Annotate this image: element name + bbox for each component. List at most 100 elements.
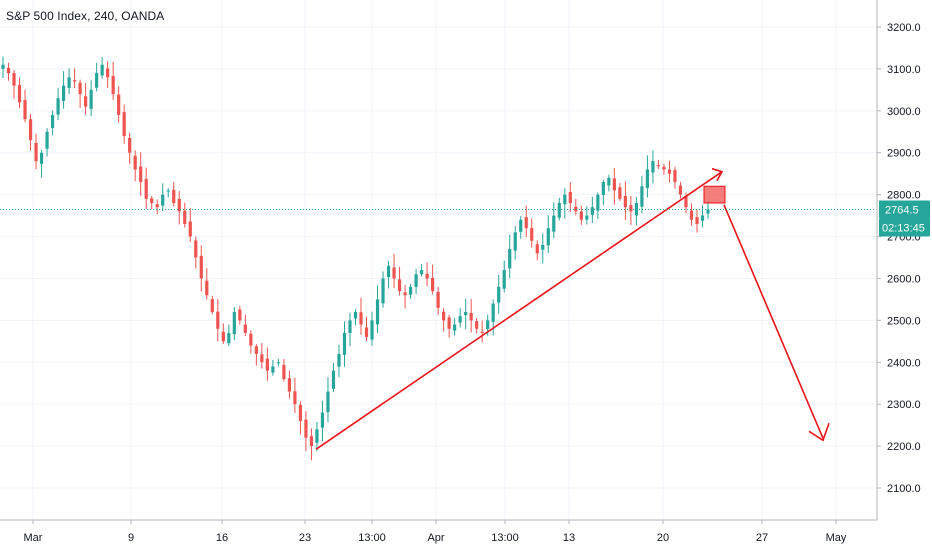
time-axis[interactable]: Mar 9 16 23 13:00 Apr 13:00 13 20 27 May: [0, 519, 877, 544]
candle-body: [50, 115, 55, 128]
candle-body: [249, 333, 253, 346]
candle-body: [497, 286, 501, 303]
candle-body: [464, 311, 468, 316]
price-tick-label: 2400.0: [887, 357, 921, 369]
candle-body: [700, 215, 705, 221]
candle-body: [78, 82, 82, 95]
candle-body: [166, 190, 170, 192]
candle-body: [673, 169, 677, 183]
candle-body: [89, 89, 93, 109]
candle-body: [139, 166, 143, 183]
candle-body: [161, 194, 165, 206]
candle-body: [67, 77, 71, 88]
candle-body: [419, 270, 424, 275]
candle-body: [403, 292, 407, 296]
candle-body: [618, 187, 622, 199]
candle-body: [12, 73, 16, 86]
time-tick-label: 13: [563, 532, 575, 544]
candle-body: [552, 215, 556, 232]
candle-body: [342, 332, 347, 355]
candle-body: [491, 303, 495, 322]
candle-body: [447, 317, 451, 329]
candle-body: [6, 67, 11, 74]
candle-body: [601, 182, 605, 195]
candle-body: [535, 244, 539, 254]
countdown-badge-value: 02:13:45: [882, 223, 925, 235]
time-tick-label: Mar: [24, 532, 43, 544]
candle-body: [56, 98, 60, 115]
candle-body: [150, 198, 154, 204]
candle-body: [232, 311, 236, 335]
candle-body: [205, 280, 209, 296]
candle-body: [425, 273, 429, 279]
candle-body: [431, 278, 435, 292]
candle-body: [508, 249, 512, 269]
candle-body: [45, 131, 49, 149]
candle-body: [607, 177, 611, 186]
candle-body: [287, 378, 292, 392]
candle-body: [238, 309, 242, 321]
candle-body: [194, 240, 198, 258]
candle-body: [524, 217, 528, 229]
price-tick-label: 2200.0: [887, 441, 921, 453]
candle-body: [513, 232, 517, 251]
price-tick-label: 2800.0: [887, 190, 921, 202]
candle-body: [480, 331, 484, 333]
current-price-badge: 2764.5 02:13:45: [879, 200, 930, 237]
candlestick-series: [1, 56, 710, 461]
candle-body: [364, 327, 369, 338]
candle-body: [216, 311, 220, 329]
candle-body: [546, 228, 550, 246]
candle-body: [695, 217, 699, 224]
candle-body: [23, 100, 27, 120]
candle-body: [386, 265, 391, 278]
price-badge-bg: [879, 200, 930, 219]
candle-body: [254, 346, 258, 354]
candle-body: [689, 210, 694, 220]
candle-body: [408, 286, 413, 295]
candle-body: [221, 331, 225, 342]
candle-body: [111, 76, 115, 95]
forecast-arrow[interactable]: [723, 204, 824, 439]
candle-body: [574, 206, 578, 212]
candle-body: [183, 210, 187, 224]
candle-body: [684, 196, 688, 208]
trendline[interactable]: [315, 171, 723, 450]
candle-body: [73, 80, 77, 82]
candle-body: [337, 353, 341, 367]
candle-body: [331, 370, 336, 389]
candle-body: [519, 219, 523, 232]
candle-body: [442, 311, 446, 321]
candle-body: [39, 152, 44, 164]
price-axis[interactable]: 2100.02200.02300.02400.02500.02600.02700…: [876, 0, 921, 520]
candle-body: [640, 186, 644, 207]
candle-body: [596, 194, 600, 211]
price-tick-label: 2300.0: [887, 399, 921, 411]
candle-body: [177, 198, 181, 212]
candle-body: [128, 137, 132, 153]
candle-body: [541, 244, 545, 250]
candle-body: [645, 169, 650, 188]
candle-body: [265, 358, 269, 371]
sell-zone-box[interactable]: [703, 185, 726, 204]
candle-body: [359, 312, 363, 325]
candle-body: [678, 185, 683, 195]
candle-body: [172, 189, 176, 204]
price-tick-label: 3000.0: [887, 106, 921, 118]
candle-body: [348, 320, 352, 333]
candle-body: [651, 161, 655, 173]
candle-body: [260, 354, 264, 363]
candle-body: [155, 204, 159, 208]
candle-body: [706, 209, 710, 214]
time-tick-label: 27: [756, 532, 768, 544]
time-tick-label: 23: [299, 532, 311, 544]
candle-body: [579, 211, 583, 220]
candle-body: [557, 203, 561, 218]
grid: [0, 0, 876, 520]
candle-body: [453, 324, 457, 331]
candle-body: [315, 429, 319, 443]
annotation-layer[interactable]: [315, 167, 830, 450]
price-badge-value: 2764.5: [885, 205, 919, 217]
